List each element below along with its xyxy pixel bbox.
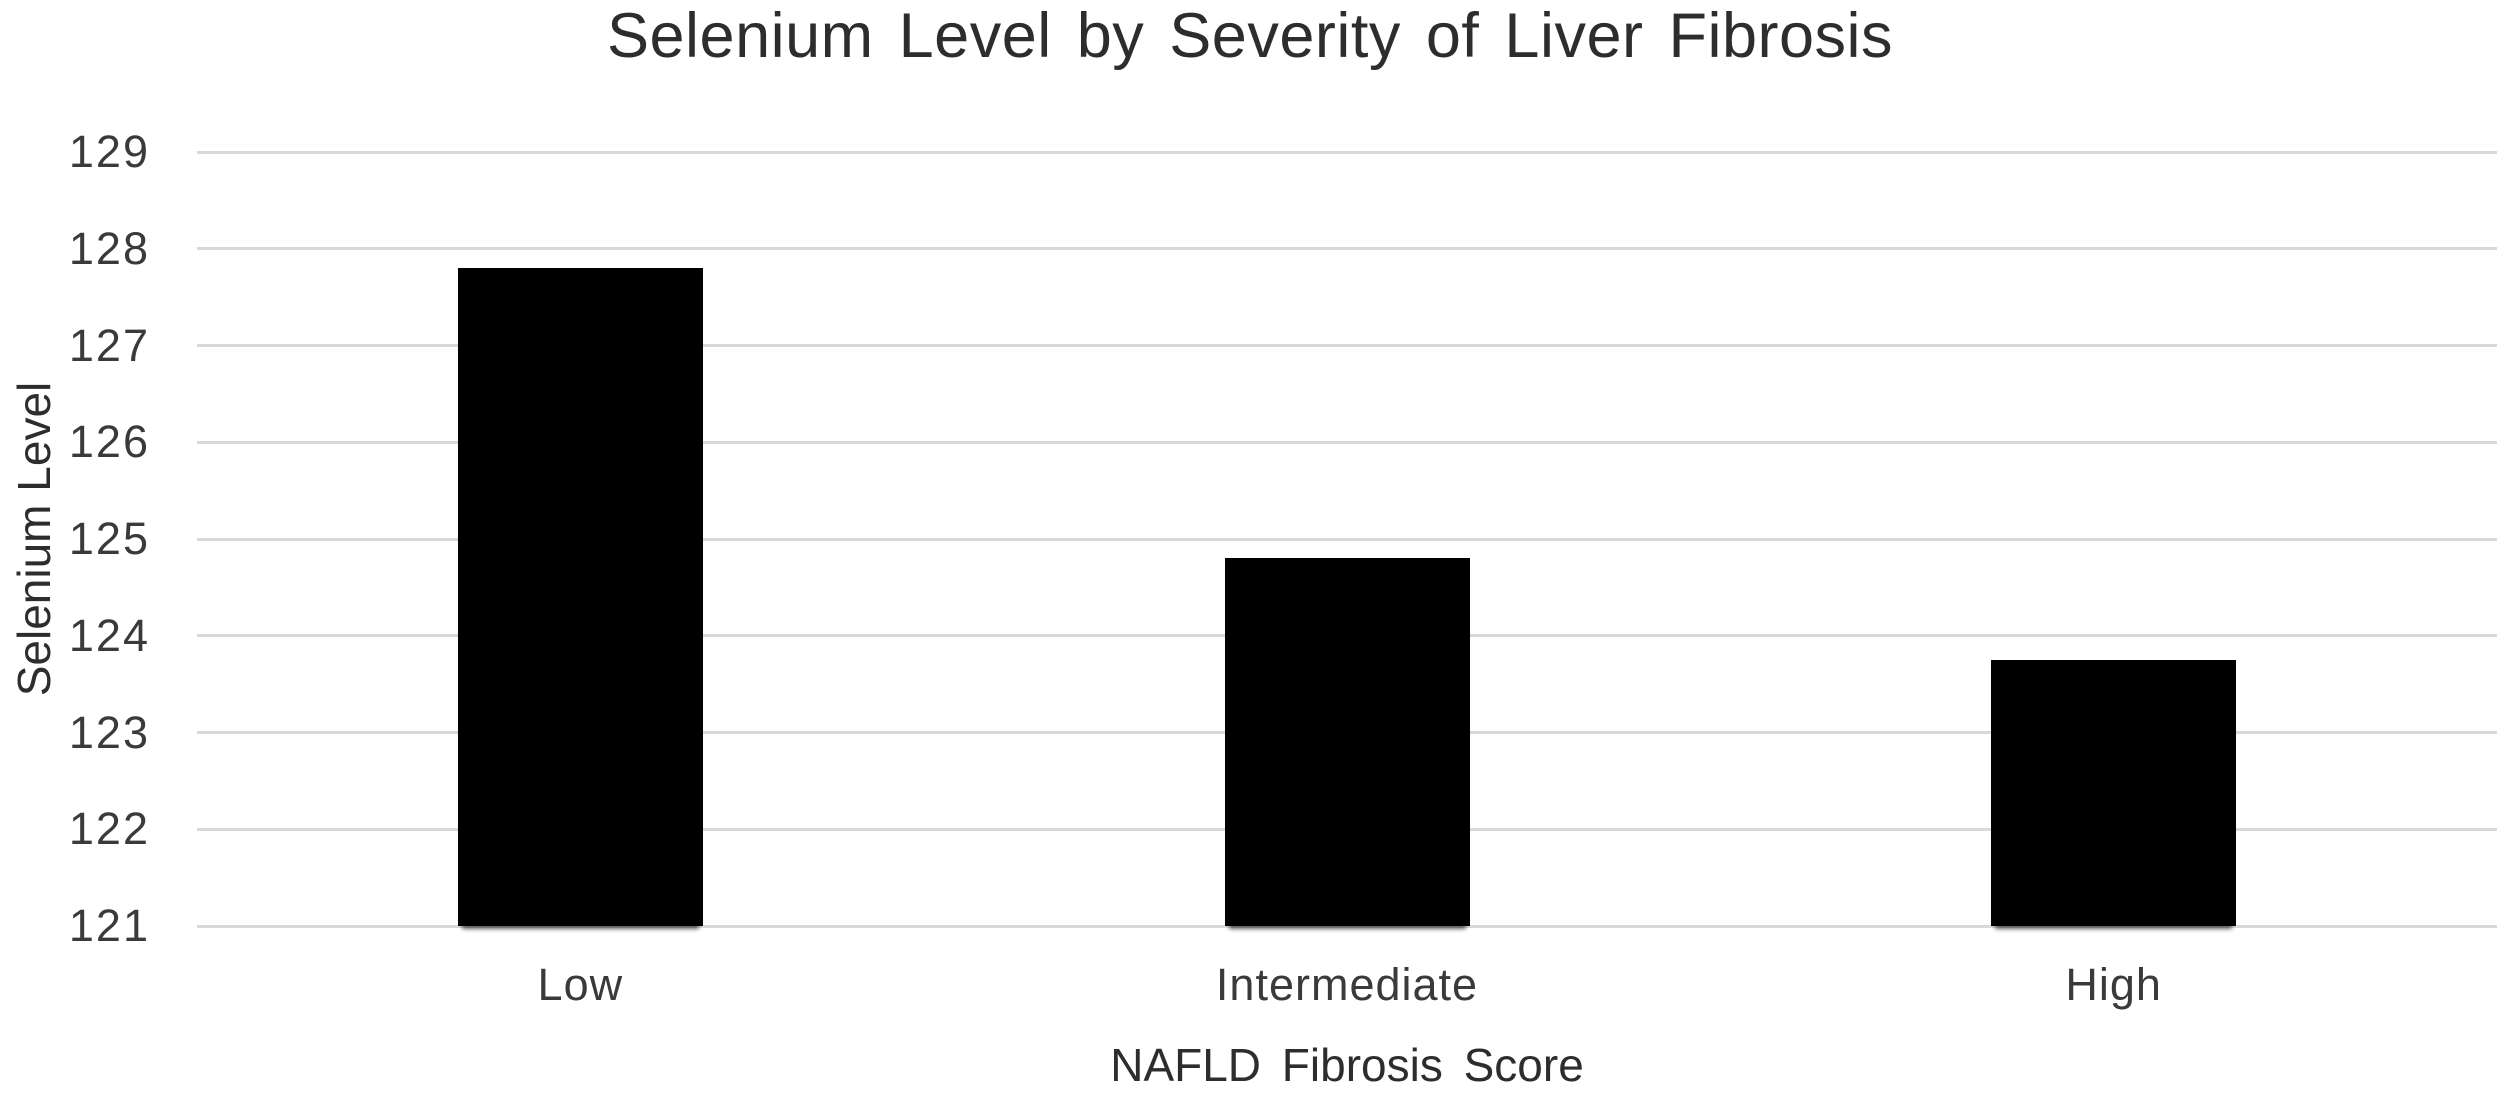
y-tick-label: 127 <box>68 319 150 371</box>
gridline-125 <box>197 537 2497 541</box>
gridline-128 <box>197 247 2497 251</box>
y-tick-label: 126 <box>68 416 150 468</box>
bar-low <box>457 268 703 926</box>
x-category-label: Low <box>537 959 624 1010</box>
gridline-127 <box>197 344 2497 347</box>
y-tick-label: 129 <box>68 126 150 177</box>
chart-title: Selenium Level by Severity of Liver Fibr… <box>606 1 1893 71</box>
y-tick-label: 122 <box>68 803 150 855</box>
gridline-121 <box>197 924 2497 928</box>
bar-intermediate <box>1224 558 1470 926</box>
y-tick-label: 124 <box>68 609 150 661</box>
bar-high <box>1991 659 2237 926</box>
x-category-label: Intermediate <box>1215 959 1479 1010</box>
y-tick-label: 128 <box>68 222 150 274</box>
y-tick-label: 125 <box>68 513 150 564</box>
y-tick-label: 123 <box>68 706 150 758</box>
y-tick-label: 121 <box>68 900 150 951</box>
gridline-129 <box>197 150 2497 154</box>
gridline-126 <box>197 440 2497 444</box>
x-axis-title: NAFLD Fibrosis Score <box>1110 1039 1584 1091</box>
x-category-label: High <box>2065 959 2162 1010</box>
